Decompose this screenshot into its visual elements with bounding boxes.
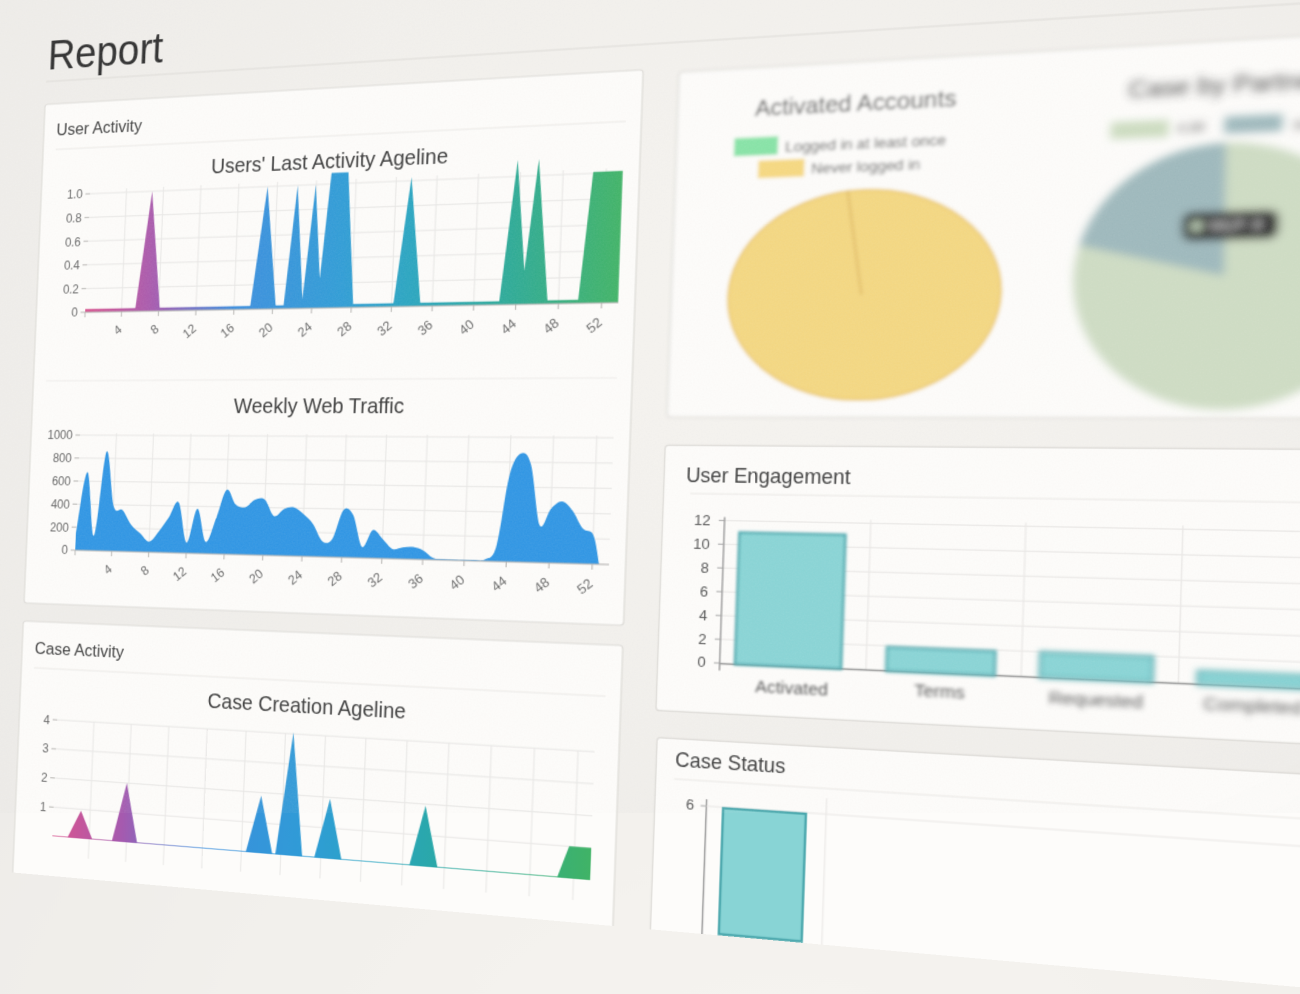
svg-text:6: 6 <box>700 583 709 600</box>
svg-text:WLP: 8: WLP: 8 <box>1209 218 1263 235</box>
svg-text:User Engagement: User Engagement <box>686 465 852 489</box>
svg-text:200: 200 <box>50 520 70 534</box>
svg-text:2: 2 <box>698 630 707 647</box>
svg-text:0.8: 0.8 <box>66 211 82 226</box>
svg-text:12: 12 <box>694 512 711 529</box>
svg-text:0: 0 <box>61 544 68 558</box>
svg-text:600: 600 <box>52 475 72 489</box>
svg-text:6: 6 <box>686 796 695 814</box>
svg-text:Weekly Web Traffic: Weekly Web Traffic <box>233 394 404 418</box>
svg-text:1000: 1000 <box>47 429 73 443</box>
svg-text:1.0: 1.0 <box>67 188 84 203</box>
svg-text:0.2: 0.2 <box>63 282 79 296</box>
svg-text:1: 1 <box>40 800 47 815</box>
svg-text:8: 8 <box>700 559 709 576</box>
svg-text:400: 400 <box>51 497 71 511</box>
svg-text:0.6: 0.6 <box>65 235 81 249</box>
svg-text:0: 0 <box>71 306 78 320</box>
svg-text:4: 4 <box>43 713 50 727</box>
svg-text:0: 0 <box>697 654 706 671</box>
svg-text:Requested: Requested <box>1048 687 1143 712</box>
svg-text:W: W <box>1293 119 1300 134</box>
svg-text:Report: Report <box>47 25 164 79</box>
svg-text:Terms: Terms <box>914 680 965 703</box>
svg-text:10: 10 <box>693 535 710 552</box>
svg-text:2: 2 <box>41 771 48 786</box>
svg-text:3: 3 <box>42 742 49 757</box>
svg-text:4,98: 4,98 <box>1176 121 1205 137</box>
svg-text:Activated: Activated <box>755 676 828 699</box>
svg-text:4: 4 <box>699 607 708 624</box>
svg-text:0.4: 0.4 <box>64 259 81 273</box>
svg-text:800: 800 <box>53 452 73 466</box>
